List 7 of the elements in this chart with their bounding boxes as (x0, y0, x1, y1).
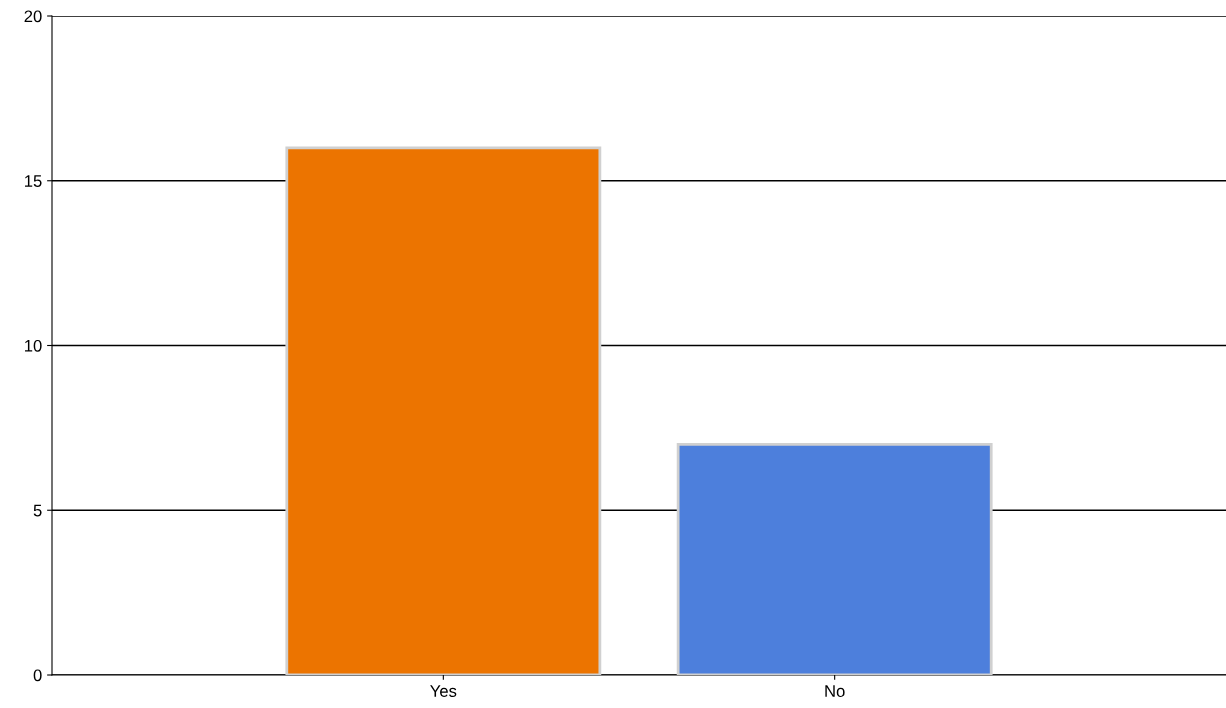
y-tick-label: 15 (25, 175, 42, 187)
y-tick-label: 0 (33, 669, 42, 682)
x-tick-label: No (825, 685, 845, 697)
x-tick-label: Yes (430, 685, 457, 697)
y-tick-label: 10 (25, 339, 42, 352)
y-tick-label: 5 (33, 504, 42, 517)
y-tick-label: 20 (24, 10, 42, 23)
